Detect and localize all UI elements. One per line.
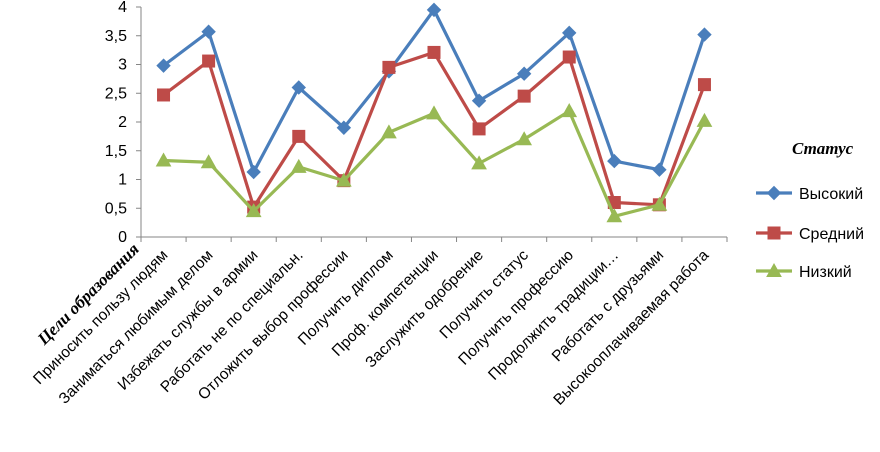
y-tick-label: 0,5: [105, 200, 127, 217]
legend-label: Средний: [799, 226, 864, 243]
data-point: [472, 122, 486, 136]
data-point: [652, 162, 667, 177]
data-point: [336, 120, 352, 135]
data-point: [562, 50, 576, 64]
data-point: [427, 45, 441, 59]
y-tick-label: 2,5: [105, 85, 127, 102]
data-point: [516, 131, 533, 146]
data-point: [517, 89, 531, 103]
data-point: [516, 66, 532, 81]
y-tick-label: 2: [118, 114, 127, 131]
y-tick-label: 3: [118, 57, 127, 74]
data-point: [426, 105, 442, 120]
series-line: [162, 50, 706, 209]
data-point: [561, 103, 578, 118]
data-point: [426, 2, 442, 18]
data-point: [335, 172, 352, 187]
data-point: [157, 88, 171, 102]
data-point: [607, 153, 622, 169]
legend-item: Высокий: [756, 185, 863, 203]
y-tick-label: 4: [118, 0, 127, 16]
data-point: [697, 78, 711, 92]
data-point: [381, 124, 397, 139]
legend-title: Статус: [792, 139, 854, 158]
data-point: [245, 203, 262, 218]
data-point: [155, 152, 172, 167]
legend-marker: [767, 226, 781, 240]
legend-label: Высокий: [799, 186, 863, 203]
data-point: [382, 60, 396, 74]
legend-marker: [766, 262, 782, 277]
y-tick-label: 3,5: [105, 28, 127, 45]
data-point: [291, 80, 306, 95]
y-tick-label: 1: [118, 172, 127, 189]
y-tick-label: 1,5: [105, 143, 127, 160]
data-point: [471, 155, 487, 170]
legend-item: Низкий: [756, 262, 852, 281]
y-tick-labels: 0 0,5 1 1,5 2 2,5 3 3,5 4: [105, 0, 127, 246]
chart-series: [155, 2, 713, 223]
legend: Статус Высокий Средний Низкий: [756, 139, 864, 281]
data-point: [697, 27, 712, 42]
data-point: [696, 112, 713, 127]
legend-label: Низкий: [799, 264, 852, 281]
data-point: [202, 54, 216, 68]
y-tick-label: 0: [118, 229, 127, 246]
data-point: [290, 158, 307, 173]
data-point: [200, 154, 217, 169]
data-point: [606, 208, 623, 223]
legend-marker: [766, 185, 782, 201]
data-point: [292, 129, 306, 143]
series-3: [155, 103, 713, 223]
data-point: [471, 93, 487, 108]
chart-axes: [136, 6, 728, 242]
data-point: [156, 58, 171, 73]
series-1: [156, 2, 712, 180]
legend-item: Средний: [756, 226, 864, 243]
data-point: [562, 25, 577, 41]
series-line: [162, 8, 706, 174]
data-point: [651, 196, 668, 211]
data-point: [246, 164, 261, 180]
data-point: [201, 24, 216, 39]
